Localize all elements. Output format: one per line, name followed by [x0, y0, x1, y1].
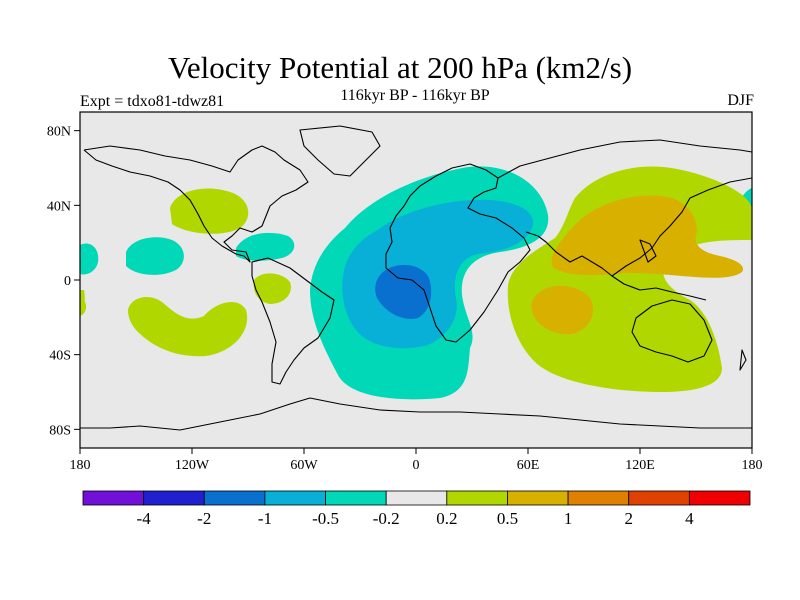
colorbar: -4 -2 -1 -0.5 -0.2 0.2 0.5 1 2 4	[82, 490, 751, 528]
lat-tick-label: 40N	[47, 199, 71, 214]
coast-southeast-asia	[611, 239, 707, 301]
colorbar-label-8: 2	[624, 509, 633, 528]
lat-tick-label: 80S	[49, 423, 71, 438]
contour-pos-small-3	[253, 273, 291, 304]
lat-tick-label: 40S	[49, 349, 71, 364]
coast-new-zealand	[739, 349, 747, 371]
coast-antarctica	[80, 397, 752, 431]
coast-asia	[497, 139, 752, 277]
contour-neg-1	[375, 264, 432, 319]
contour-fields	[80, 166, 752, 400]
coastlines	[80, 125, 752, 431]
contour-pos-05	[551, 195, 744, 278]
contour-pos-small-2	[128, 296, 248, 357]
contour-neg-small-1	[126, 237, 184, 275]
colorbar-label-1: -2	[197, 509, 211, 528]
contour-neg-small-4	[80, 243, 99, 275]
colorbar-swatch-0	[82, 490, 145, 506]
contour-neg-small-2	[236, 232, 295, 261]
lon-tick-label: 60W	[290, 458, 318, 473]
colorbar-label-2: -1	[258, 509, 272, 528]
lat-tick-label: 80N	[47, 125, 71, 140]
colorbar-label-7: 1	[564, 509, 573, 528]
experiment-label: Expt = tdxo81-tdwz81	[80, 93, 225, 110]
colorbar-swatch-2	[203, 490, 266, 506]
map-title: Velocity Potential at 200 hPa (km2/s)	[167, 50, 633, 85]
colorbar-label-6: 0.5	[497, 509, 518, 528]
colorbar-swatch-3	[264, 490, 326, 506]
lon-tick-label: 180	[742, 458, 763, 473]
colorbar-swatch-1	[143, 490, 205, 506]
lon-tick-label: 120W	[175, 458, 210, 473]
colorbar-label-9: 4	[685, 509, 694, 528]
contour-pos-05-b	[531, 285, 594, 335]
lon-tick-label: 120E	[625, 458, 655, 473]
colorbar-swatch-7	[507, 490, 569, 506]
coast-greenland	[299, 125, 381, 177]
coast-australia	[631, 299, 713, 363]
latitude-axis: 80N 40N 0 40S 80S	[47, 125, 80, 438]
colorbar-label-5: 0.2	[436, 509, 457, 528]
colorbar-label-0: -4	[137, 509, 152, 528]
colorbar-swatch-8	[567, 490, 630, 506]
longitude-axis: 180 120W 60W 0 60E 120E 180	[70, 448, 763, 473]
lat-tick-label: 0	[64, 274, 71, 289]
colorbar-label-3: -0.5	[312, 509, 339, 528]
lon-tick-label: 60E	[517, 458, 540, 473]
coast-europe-africa	[385, 163, 531, 343]
coast-south-america	[251, 257, 335, 385]
colorbar-swatch-6	[446, 490, 508, 506]
contour-pos-small-1	[170, 188, 249, 234]
season-label: DJF	[727, 92, 754, 109]
colorbar-swatch-5	[385, 490, 448, 506]
colorbar-swatch-9	[628, 490, 690, 506]
period-label: 116kyr BP - 116kyr BP	[340, 87, 490, 104]
colorbar-swatch-10	[688, 490, 751, 506]
coast-north-america	[83, 145, 309, 263]
colorbar-swatch-4	[325, 490, 387, 506]
lon-tick-label: 0	[413, 458, 420, 473]
contour-pos-small-4	[80, 300, 87, 316]
lon-tick-label: 180	[70, 458, 91, 473]
colorbar-label-4: -0.2	[373, 509, 400, 528]
